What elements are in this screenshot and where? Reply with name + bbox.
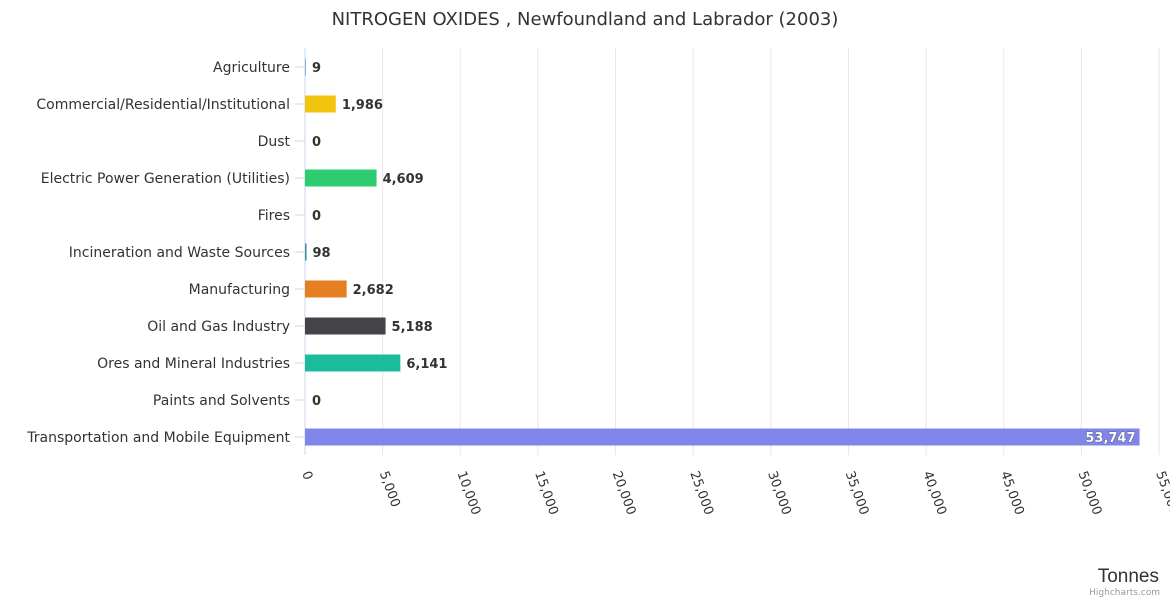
category-label: Ores and Mineral Industries	[97, 356, 290, 372]
data-label: 2,682	[353, 283, 394, 298]
grid-lines	[304, 48, 1160, 455]
data-label: 0	[312, 135, 321, 150]
category-label: Transportation and Mobile Equipment	[26, 430, 290, 446]
tick-label: 45,000	[997, 469, 1027, 517]
data-label: 6,141	[406, 357, 447, 372]
tick-label: 35,000	[842, 469, 872, 517]
category-label: Electric Power Generation (Utilities)	[41, 171, 290, 187]
category-label: Oil and Gas Industry	[147, 319, 290, 335]
category-label: Fires	[258, 208, 290, 224]
data-label: 0	[312, 394, 321, 409]
bar[interactable]	[305, 58, 306, 76]
bar[interactable]	[305, 354, 401, 372]
tick-label: 25,000	[686, 469, 716, 517]
category-label: Paints and Solvents	[153, 393, 290, 409]
data-label: 98	[313, 246, 331, 261]
bar[interactable]	[305, 95, 336, 113]
data-label: 4,609	[383, 172, 424, 187]
value-axis-ticks: 0 5,000 10,000 15,000 20,000 25,000 30,000 35,0…	[298, 469, 1170, 517]
data-label: 9	[312, 61, 321, 76]
tick-label: 50,000	[1075, 469, 1105, 517]
category-label: Manufacturing	[189, 282, 290, 298]
bar[interactable]	[305, 428, 1140, 446]
tick-label: 40,000	[919, 469, 949, 517]
value-axis-title: Tonnes	[1098, 566, 1159, 587]
tick-label: 5,000	[376, 469, 403, 509]
tick-label: 15,000	[531, 469, 561, 517]
chart-title: NITROGEN OXIDES , Newfoundland and Labra…	[332, 9, 839, 30]
bars: 9 1,986 0 4,609 0 98 2,682 5,188 6,141 0 53,747	[305, 58, 1140, 446]
category-label: Agriculture	[213, 60, 290, 76]
bar[interactable]	[305, 169, 377, 187]
data-label: 1,986	[342, 98, 383, 113]
data-label: 5,188	[392, 320, 433, 335]
credits-link[interactable]: Highcharts.com	[1089, 588, 1160, 598]
tick-label: 55,000	[1152, 469, 1170, 517]
category-label: Commercial/Residential/Institutional	[36, 97, 290, 113]
bar[interactable]	[305, 243, 307, 261]
category-label: Dust	[258, 134, 291, 150]
bar[interactable]	[305, 280, 347, 298]
tick-label: 10,000	[454, 469, 484, 517]
tick-label: 0	[298, 469, 315, 482]
tick-label: 20,000	[609, 469, 639, 517]
data-label: 0	[312, 209, 321, 224]
bar[interactable]	[305, 317, 386, 335]
tick-label: 30,000	[764, 469, 794, 517]
category-labels: Agriculture Commercial/Residential/Instit…	[26, 60, 305, 446]
data-label: 53,747	[1085, 431, 1135, 446]
category-label: Incineration and Waste Sources	[69, 245, 290, 261]
